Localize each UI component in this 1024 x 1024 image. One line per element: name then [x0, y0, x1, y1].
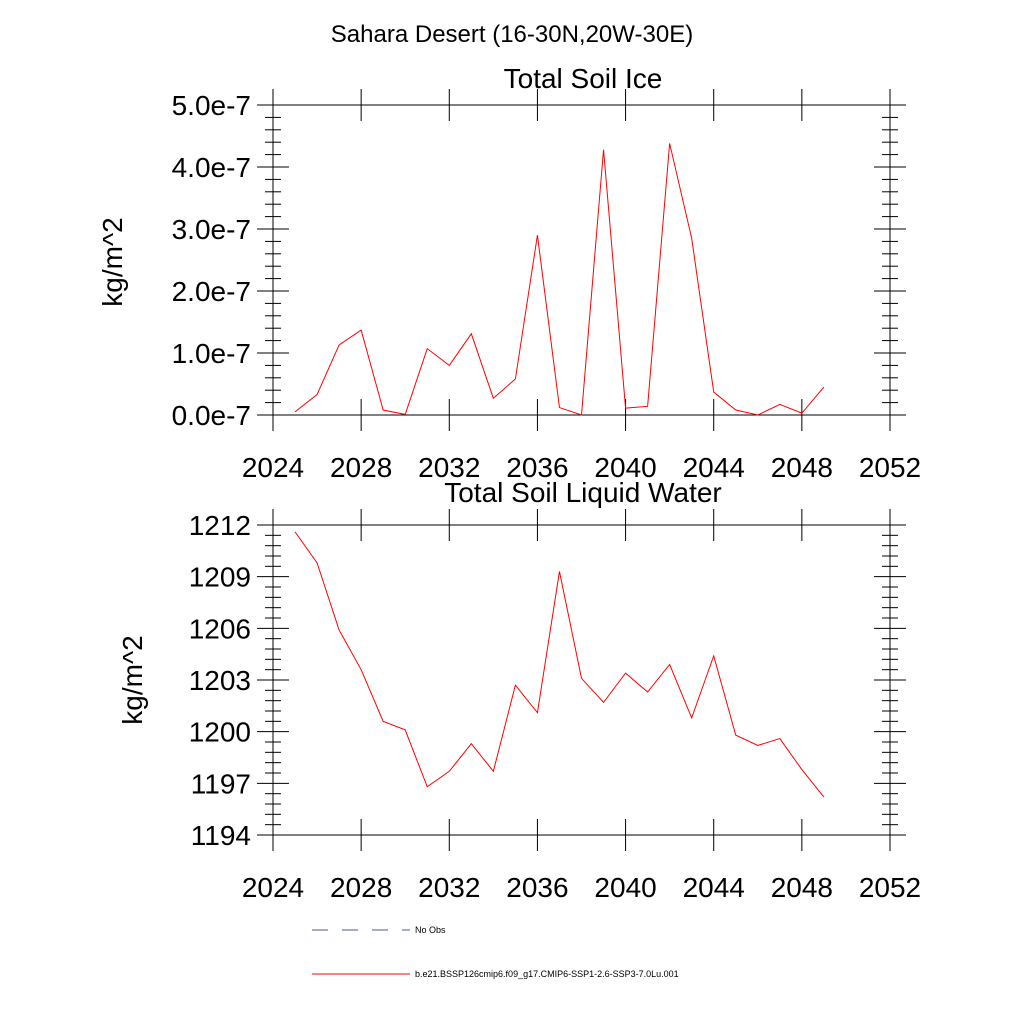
- soil-liquid-water-tick-labels: 2024 2028 2032 2036 2040 2044 2048 2052 1194 1197…: [189, 510, 921, 903]
- soil-ice-title: Total Soil Ice: [504, 63, 663, 94]
- legend-label-model-run: b.e21.BSSP126cmip6.f09_g17.CMIP6-SSP1-2.…: [415, 969, 679, 979]
- soil-liquid-water-ytick-label: 1194: [191, 820, 251, 851]
- soil-liquid-water-xtick-label: 2028: [330, 872, 392, 903]
- soil-ice-panel: Total Soil Ice kg/m^2 2024 2028 2032 2036 20…: [97, 63, 921, 483]
- soil-liquid-water-ytick-label: 1203: [189, 665, 251, 696]
- soil-liquid-water-title: Total Soil Liquid Water: [444, 477, 722, 508]
- soil-liquid-water-ytick-label: 1209: [189, 562, 251, 593]
- legend-label-no-obs: No Obs: [415, 925, 446, 935]
- soil-liquid-water-ytick-label: 1200: [189, 717, 251, 748]
- soil-ice-ytick-label: 5.0e-7: [172, 90, 251, 121]
- soil-ice-ytick-label: 4.0e-7: [172, 152, 251, 183]
- soil-ice-ytick-label: 0.0e-7: [172, 400, 251, 431]
- figure-suptitle: Sahara Desert (16-30N,20W-30E): [331, 21, 693, 48]
- soil-ice-ytick-label: 1.0e-7: [172, 338, 251, 369]
- soil-ice-xtick-label: 2028: [330, 452, 392, 483]
- soil-liquid-water-xtick-label: 2044: [683, 872, 745, 903]
- soil-liquid-water-ticks: [257, 509, 906, 851]
- soil-liquid-water-xtick-label: 2040: [594, 872, 656, 903]
- soil-ice-ytick-label: 3.0e-7: [172, 214, 251, 245]
- soil-ice-ylabel: kg/m^2: [97, 217, 128, 306]
- soil-ice-xtick-label: 2044: [683, 452, 745, 483]
- soil-liquid-water-series-line-0: [294, 531, 825, 798]
- soil-liquid-water-xtick-label: 2036: [506, 872, 568, 903]
- soil-ice-xtick-label: 2032: [418, 452, 480, 483]
- soil-ice-xtick-label: 2048: [771, 452, 833, 483]
- soil-liquid-water-xtick-label: 2024: [242, 872, 304, 903]
- soil-ice-xtick-label: 2024: [242, 452, 304, 483]
- soil-liquid-water-ytick-label: 1206: [189, 613, 251, 644]
- soil-liquid-water-xtick-label: 2032: [418, 872, 480, 903]
- soil-liquid-water-xtick-label: 2052: [859, 872, 921, 903]
- soil-ice-ticks: [257, 89, 906, 431]
- soil-ice-xtick-label: 2052: [859, 452, 921, 483]
- soil-ice-series: [294, 143, 825, 416]
- soil-liquid-water-panel: Total Soil Liquid Water kg/m^2 2024 2028 2…: [117, 477, 921, 903]
- soil-ice-tick-labels: 2024 2028 2032 2036 2040 2044 2048 2052 0.0e-7 1.…: [172, 90, 922, 483]
- soil-ice-ytick-label: 2.0e-7: [172, 276, 251, 307]
- soil-ice-xtick-label: 2036: [506, 452, 568, 483]
- soil-ice-series-line-0: [294, 143, 825, 416]
- soil-liquid-water-ytick-label: 1212: [189, 510, 251, 541]
- soil-ice-xtick-label: 2040: [594, 452, 656, 483]
- legend: No Obs b.e21.BSSP126cmip6.f09_g17.CMIP6-…: [312, 925, 679, 979]
- soil-ice-plot-frame: [272, 104, 891, 416]
- soil-liquid-water-ylabel: kg/m^2: [117, 635, 148, 724]
- soil-liquid-water-ytick-label: 1197: [191, 768, 251, 799]
- soil-liquid-water-xtick-label: 2048: [771, 872, 833, 903]
- soil-liquid-water-series: [294, 531, 825, 798]
